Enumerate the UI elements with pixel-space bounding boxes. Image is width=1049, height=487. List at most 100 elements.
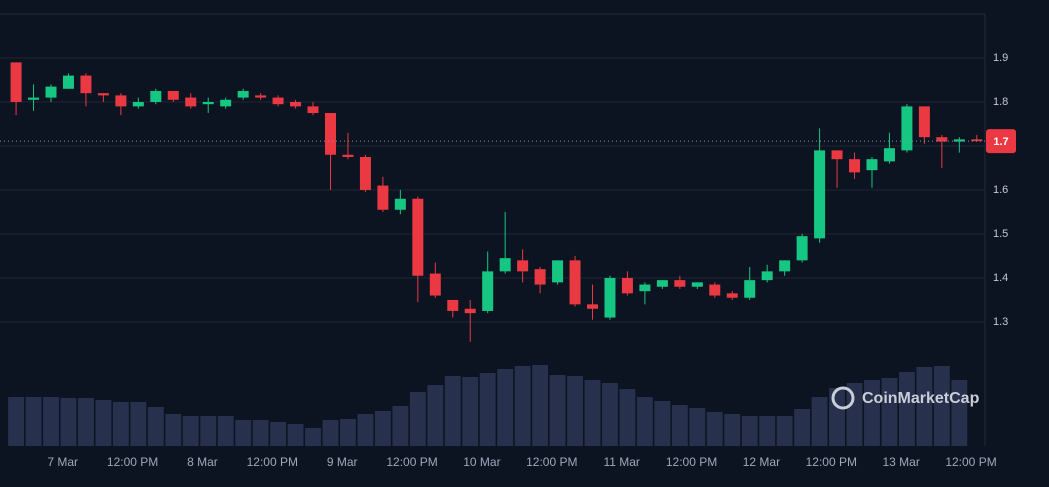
x-tick-label: 12:00 PM <box>666 455 717 469</box>
candle-body <box>167 90 179 100</box>
candle-body <box>307 106 319 113</box>
last-price-label: 1.7 <box>993 136 1008 148</box>
candle-body <box>936 137 948 142</box>
volume-bar <box>636 397 653 446</box>
volume-bar <box>584 380 601 446</box>
candle-body <box>726 293 738 298</box>
candle-body <box>569 260 581 305</box>
volume-bar <box>846 383 863 446</box>
volume-bar <box>182 416 199 446</box>
volume-bar <box>567 376 583 446</box>
volume-bar <box>322 420 339 446</box>
volume-bar <box>60 398 77 446</box>
volume-bar <box>916 367 933 446</box>
x-tick-label: 12:00 PM <box>107 455 158 469</box>
x-tick-label: 12:00 PM <box>806 455 857 469</box>
volume-bar <box>532 365 549 446</box>
y-tick-label: 1.5 <box>993 228 1008 240</box>
volume-bar <box>165 414 182 446</box>
volume-bar <box>252 420 269 446</box>
candle-body <box>918 106 930 138</box>
candle-body <box>255 95 267 98</box>
candle-body <box>604 277 616 318</box>
volume-bar <box>951 380 968 446</box>
x-tick-label: 12:00 PM <box>247 455 298 469</box>
volume-bar <box>112 402 129 446</box>
candle-body <box>429 273 441 296</box>
candle-body <box>272 97 284 105</box>
volume-bar <box>864 380 880 446</box>
volume-bar <box>43 397 59 446</box>
volume-bar <box>759 416 776 446</box>
last-price-tag <box>986 129 1016 154</box>
candle-body <box>779 260 791 272</box>
candle-body <box>324 112 336 155</box>
candle-body <box>499 258 511 272</box>
candle-body <box>761 271 773 281</box>
candle-body <box>62 75 74 89</box>
volume-bar <box>147 407 164 446</box>
y-tick-label: 1.3 <box>993 316 1008 328</box>
candle-body <box>342 154 354 157</box>
volume-bar <box>514 366 531 446</box>
candle-body <box>901 106 913 151</box>
candle-body <box>552 260 564 283</box>
volume-bar <box>881 378 898 446</box>
x-tick-label: 9 Mar <box>327 455 358 469</box>
volume-bar <box>933 366 950 446</box>
volume-bar <box>392 406 409 446</box>
candle-body <box>10 62 22 102</box>
candle-body <box>377 185 389 210</box>
candle-body <box>80 75 92 94</box>
volume-bar <box>689 408 706 446</box>
volume-bar <box>776 416 793 446</box>
volume-bar <box>427 385 444 446</box>
candle-body <box>359 156 371 190</box>
volume-bar <box>8 397 25 446</box>
volume-bar <box>619 389 636 446</box>
volume-bar <box>497 369 514 446</box>
candle-body <box>45 86 57 98</box>
volume-bars <box>8 365 968 446</box>
volume-bar <box>305 428 321 446</box>
volume-bar <box>409 392 426 446</box>
watermark: CoinMarketCap <box>831 386 980 410</box>
volume-bar <box>200 416 217 446</box>
candle-body <box>971 139 983 142</box>
x-tick-label: 12:00 PM <box>386 455 437 469</box>
x-tick-label: 12:00 PM <box>945 455 996 469</box>
volume-bar <box>270 422 287 446</box>
volume-bar <box>78 398 94 446</box>
volume-bar <box>811 397 828 446</box>
volume-bar <box>95 400 112 446</box>
volume-bar <box>671 405 688 446</box>
candle-body <box>517 260 529 272</box>
candle-body <box>831 150 843 160</box>
candle-body <box>447 299 459 311</box>
volume-bar <box>340 419 356 446</box>
volume-bar <box>898 372 915 446</box>
x-tick-label: 12:00 PM <box>526 455 577 469</box>
candle-body <box>796 236 808 261</box>
candle-body <box>464 308 476 314</box>
volume-bar <box>794 409 811 446</box>
volume-bar <box>549 375 566 446</box>
x-tick-label: 11 Mar <box>603 455 639 469</box>
volume-bar <box>374 411 391 446</box>
x-tick-label: 12 Mar <box>743 455 780 469</box>
watermark-logo <box>831 386 855 410</box>
volume-bar <box>25 397 42 446</box>
volume-bar <box>654 401 671 446</box>
candle-body <box>132 101 144 107</box>
x-tick-label: 7 Mar <box>47 455 78 469</box>
candle-body <box>656 280 668 287</box>
volume-bar <box>706 412 723 446</box>
y-tick-label: 1.6 <box>993 184 1008 196</box>
candle-body <box>97 93 109 96</box>
candle-body <box>412 198 424 276</box>
volume-bar <box>479 373 496 446</box>
x-tick-label: 10 Mar <box>463 455 500 469</box>
y-tick-label: 1.8 <box>993 96 1008 108</box>
